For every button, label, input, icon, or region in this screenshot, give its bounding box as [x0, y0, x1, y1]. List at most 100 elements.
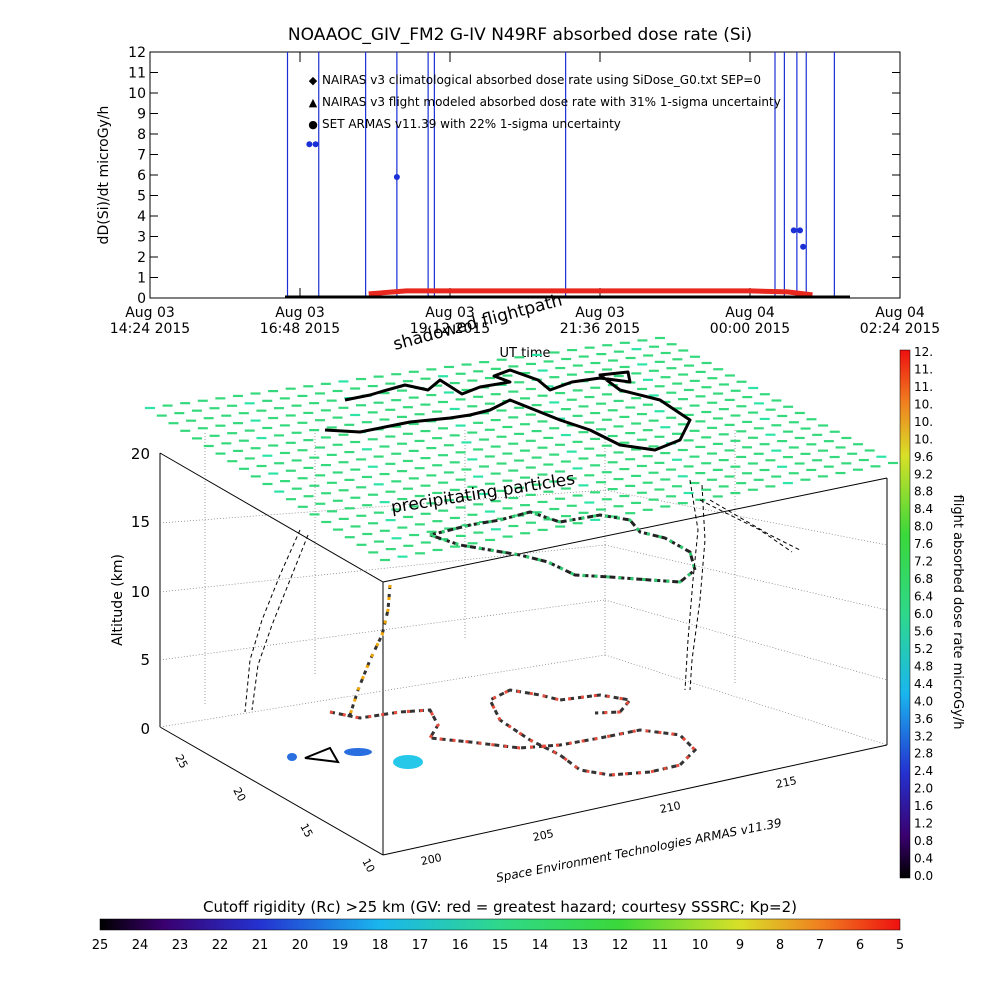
legend: ◆ NAIRAS v3 climatological absorbed dose … — [308, 73, 781, 131]
z-tick-label: 0 — [140, 720, 150, 738]
y-tick-label: 6 — [137, 168, 146, 184]
projection-line-right — [684, 479, 699, 691]
right-colorbar-tick-label: 6.0 — [914, 607, 933, 621]
annotation-credit: Space Environment Technologies ARMAS v11… — [495, 816, 783, 885]
x-tick-label-date: Aug 03 — [275, 305, 325, 321]
bottom-colorbar-label: Cutoff rigidity (Rc) >25 km (GV: red = g… — [203, 898, 797, 916]
bottom-colorbar-tick-label: 19 — [332, 938, 349, 953]
back-grid-horizontal — [604, 544, 888, 611]
bottom-colorbar-tick-label: 16 — [452, 938, 469, 953]
bottom-colorbar-tick-label: 6 — [856, 938, 864, 953]
bottom-colorbar-tick-label: 10 — [692, 938, 709, 953]
right-colorbar-tick-label: 4.4 — [914, 677, 933, 691]
box-top-right-edge — [382, 477, 888, 583]
right-colorbar-tick-label: 8.0 — [914, 520, 933, 534]
bottom-colorbar-gradient — [99, 918, 901, 931]
flightpath-3d-plot: shadowed flightpath precipitating partic… — [110, 290, 898, 885]
z-tick-label: 15 — [131, 513, 150, 531]
back-grid-horizontal — [604, 489, 888, 546]
legend-entry: NAIRAS v3 climatological absorbed dose r… — [322, 73, 761, 87]
right-colorbar-tick-label: 10. — [914, 397, 933, 411]
legend-symbol: ◆ — [309, 74, 318, 87]
right-colorbar-tick-label: 11. — [914, 380, 933, 394]
bottom-colorbar-tick-label: 22 — [212, 938, 229, 953]
y-axis-label: dD(Si)/dt microGy/h — [96, 106, 112, 245]
bottom-colorbar-tick-label: 18 — [372, 938, 389, 953]
right-colorbar-tick-label: 2.4 — [914, 764, 933, 778]
armas-data-point — [800, 243, 807, 250]
bottom-colorbar-tick-label: 25 — [92, 938, 109, 953]
y-tick-label: 8 — [137, 127, 146, 143]
projection-line-right — [709, 499, 801, 551]
right-colorbar: 12. 11. 11. 10. 10. 10. 9.6 9.2 8.8 8.4 8.0 7.6 7.2 6… — [899, 345, 965, 883]
y-tick-label: 10 — [128, 86, 146, 102]
dose-rate-timeseries-chart: NOAAOC_GIV_FM2 G-IV N49RF absorbed dose … — [96, 25, 940, 361]
y-tick-label: 12 — [128, 45, 146, 61]
bottom-colorbar-tick-label: 8 — [776, 938, 784, 953]
bottom-colorbar-tick-label: 11 — [652, 938, 669, 953]
x-tick-label-time: 21:36 2015 — [560, 321, 640, 337]
z-axis-label: Altitude (km) — [110, 554, 126, 646]
lat-tick-label: 20 — [230, 785, 248, 803]
right-colorbar-tick-label: 3.6 — [914, 712, 933, 726]
right-colorbar-tick-label: 2.0 — [914, 782, 933, 796]
bottom-colorbar: Cutoff rigidity (Rc) >25 km (GV: red = g… — [92, 898, 904, 953]
back-grid-horizontal — [159, 489, 606, 524]
box-bottom-left-edge — [159, 726, 384, 856]
legend-entry: NAIRAS v3 flight modeled absorbed dose r… — [322, 95, 781, 109]
right-colorbar-tick-label: 0.0 — [914, 869, 933, 883]
lat-axis-ticks: 25 20 15 10 — [172, 752, 377, 874]
right-colorbar-tick-label: 10. — [914, 432, 933, 446]
y-tick-label: 4 — [137, 209, 146, 225]
ground-triangle-marker — [304, 746, 340, 764]
chart-title: NOAAOC_GIV_FM2 G-IV N49RF absorbed dose … — [288, 25, 752, 45]
back-grid-horizontal — [604, 599, 888, 681]
bottom-colorbar-tick-label: 23 — [172, 938, 189, 953]
right-colorbar-tick-label: 9.2 — [914, 467, 933, 481]
z-tick-label: 20 — [131, 445, 150, 463]
flight-track-ground-color — [329, 688, 698, 777]
armas-data-point — [790, 227, 797, 234]
y-tick-label: 0 — [137, 291, 146, 307]
right-colorbar-tick-label: 6.4 — [914, 590, 933, 604]
right-colorbar-tick-label: 5.2 — [914, 642, 933, 656]
z-tick-label: 10 — [131, 583, 150, 601]
projection-line-right — [689, 484, 706, 691]
legend-entry: SET ARMAS v11.39 with 22% 1-sigma uncert… — [322, 117, 621, 131]
lon-axis-ticks: 200 205 210 215 — [420, 774, 798, 868]
x-tick-label-time: 14:24 2015 — [110, 321, 190, 337]
right-colorbar-tick-label: 4.8 — [914, 659, 933, 673]
right-colorbar-tick-label: 9.6 — [914, 450, 933, 464]
nairas-climatological-series — [368, 288, 813, 298]
x-tick-label-time: 16:48 2015 — [260, 321, 340, 337]
bottom-colorbar-tick-label: 15 — [492, 938, 509, 953]
ground-cyan-spot — [393, 755, 423, 769]
bottom-colorbar-tick-label: 5 — [896, 938, 904, 953]
armas-spike-lines — [286, 52, 835, 298]
right-colorbar-tick-label: 2.8 — [914, 747, 933, 761]
ground-markers — [287, 746, 423, 769]
bottom-colorbar-tick-label: 14 — [532, 938, 549, 953]
box-bottom-right-edge — [382, 744, 888, 856]
legend-symbol: ● — [308, 118, 318, 131]
right-colorbar-tick-label: 3.2 — [914, 729, 933, 743]
armas-data-points — [306, 141, 807, 250]
right-colorbar-label: flight absorbed dose rate microGy/h — [950, 495, 965, 730]
projection-line-left — [251, 534, 309, 711]
box-top-left-edge — [159, 452, 384, 583]
flight-track-upper — [429, 510, 697, 584]
armas-data-point — [797, 227, 803, 234]
y-tick-label: 9 — [137, 107, 146, 123]
x-tick-label-time: 19:12 2015 — [410, 321, 490, 337]
precipitating-particles-layer — [145, 336, 898, 562]
right-colorbar-tick-label: 10. — [914, 415, 933, 429]
right-colorbar-tick-label: 1.6 — [914, 799, 933, 813]
right-colorbar-tick-label: 7.2 — [914, 555, 933, 569]
projection-line-left — [244, 529, 301, 713]
bottom-colorbar-tick-label: 12 — [612, 938, 629, 953]
y-tick-label: 2 — [137, 250, 146, 266]
y-tick-label: 3 — [137, 230, 146, 246]
ground-blue-spot — [287, 753, 297, 761]
plot-area-frame — [149, 51, 901, 299]
projection-line-right — [699, 499, 793, 553]
